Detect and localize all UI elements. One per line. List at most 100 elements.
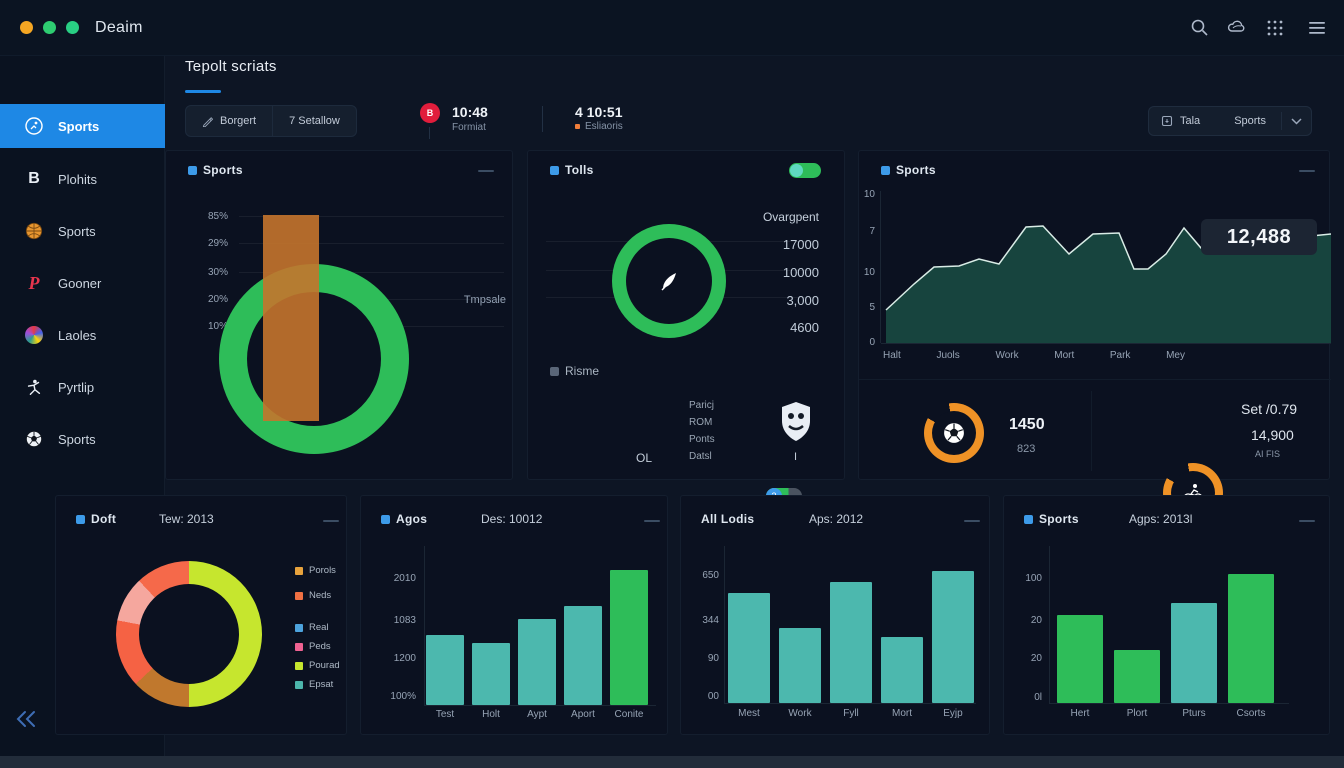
y-tick: 29%	[207, 238, 228, 249]
setallow-label: 7 Setallow	[289, 115, 340, 127]
stat-1-time: 10:48	[452, 104, 488, 120]
tolls-toggle[interactable]	[789, 163, 821, 178]
notification-badge[interactable]: B	[420, 103, 440, 123]
sidebar-item-sports-active[interactable]: Sports	[0, 104, 165, 148]
y-axis-line	[880, 191, 881, 343]
sidebar-item-laoles[interactable]: Laoles	[0, 313, 165, 357]
top-bar: Deaim	[0, 0, 1344, 56]
panel-bullet	[550, 166, 559, 175]
letter-b-icon: B	[28, 170, 40, 187]
panel-bullet	[188, 166, 197, 175]
kpi1-ring	[924, 403, 984, 463]
x-axis-labels: Mest Work Fyll Mort Eyjp	[738, 708, 963, 719]
panel-bullet	[881, 166, 890, 175]
minimize-icon[interactable]	[323, 520, 339, 522]
panel-subtitle: Tew: 2013	[159, 512, 214, 526]
panel-bullet	[76, 515, 85, 524]
tolls-value: 10000	[782, 265, 819, 280]
legend-item: Peds	[295, 641, 331, 652]
toolbar-button-group: Borgert 7 Setallow	[185, 105, 357, 137]
y-tick: 344	[702, 615, 719, 626]
bar-chart	[426, 546, 652, 705]
minimize-icon[interactable]	[644, 520, 660, 522]
bar-chart	[1057, 546, 1281, 703]
y-tick: 85%	[207, 211, 228, 222]
legend-item: Neds	[295, 590, 331, 601]
value-badge: 12,488	[1201, 219, 1317, 255]
cloud-icon[interactable]	[1226, 17, 1248, 39]
legend-item: Porols	[295, 565, 336, 576]
doft-donut-chart	[116, 561, 262, 707]
panel-divider-h	[859, 379, 1331, 380]
sidebar-item-gooner[interactable]: P Gooner	[0, 261, 165, 305]
borgert-label: Borgert	[220, 115, 257, 127]
flag-caption: OL	[636, 451, 653, 465]
team-line: ROM	[689, 417, 713, 428]
selector-source: Tala	[1180, 115, 1201, 127]
panel-subtitle: Des: 10012	[481, 512, 543, 526]
bottom-strip	[0, 756, 1344, 768]
panel-bullet	[1024, 515, 1033, 524]
x-axis-labels: Hert Plort Pturs Csorts	[1070, 708, 1266, 719]
panel-tolls: Tolls Ovargpent 17000 10000 3,000 4600 R…	[527, 150, 845, 575]
y-tick: 5	[869, 302, 875, 313]
y-axis-line	[1049, 546, 1050, 703]
minimize-icon[interactable]	[964, 520, 980, 522]
minimize-icon[interactable]	[1299, 520, 1315, 522]
window-close-dot[interactable]	[66, 21, 79, 34]
panel-doft: Doft Tew: 2013 Porols Neds Real Peds Pou…	[55, 495, 347, 735]
sidebar-item-sports-2[interactable]: Sports	[0, 209, 165, 253]
minimize-icon[interactable]	[1299, 170, 1315, 172]
runner-circle-icon	[24, 116, 44, 136]
sidebar-item-pyrtlip[interactable]: Pyrtlip	[0, 365, 165, 409]
setallow-button[interactable]: 7 Setallow	[272, 106, 356, 136]
selector-value: Sports	[1234, 115, 1266, 127]
y-tick: 10	[863, 189, 875, 200]
sidebar-item-label: Sports	[58, 431, 96, 447]
gridline	[239, 243, 504, 244]
y-tick: 00	[707, 691, 719, 702]
panel-subtitle: Agps: 2013l	[1129, 512, 1193, 526]
y-tick: 1083	[393, 615, 416, 626]
y-tick: 0	[869, 337, 875, 348]
kpi2-line1: Set /0.79	[1241, 401, 1298, 417]
minimize-icon[interactable]	[478, 170, 494, 172]
search-icon[interactable]	[1189, 17, 1211, 39]
kpi2-line3: AI FIS	[1255, 449, 1281, 459]
sidebar-item-label: Laoles	[58, 327, 97, 343]
panel-sports-bars: Sports Agps: 2013l 100 20 20 0l Hert Plor…	[1003, 495, 1330, 735]
collapse-sidebar-icon[interactable]	[14, 708, 38, 730]
gridline	[239, 216, 504, 217]
title-underline	[185, 90, 221, 93]
scope-selector[interactable]: Tala Sports	[1148, 106, 1312, 136]
sidebar-item-sports-3[interactable]: Sports	[0, 417, 165, 461]
y-tick: 650	[702, 570, 719, 581]
team-line: Ponts	[689, 434, 715, 445]
tolls-value: 4600	[790, 320, 819, 335]
y-tick: 1200	[393, 653, 416, 664]
menu-icon[interactable]	[1306, 17, 1328, 39]
x-axis-line	[1049, 703, 1289, 704]
rocket-icon	[661, 273, 676, 291]
risme-bullet	[550, 367, 559, 376]
y-tick: 10	[863, 267, 875, 278]
sidebar-item-plohits[interactable]: B Plohits	[0, 157, 165, 201]
cyclist-icon	[1183, 484, 1203, 503]
gridline	[239, 272, 504, 273]
legend-item: Real	[295, 622, 329, 633]
soccer-ball-icon	[24, 429, 44, 449]
soccer-ball-icon	[944, 423, 964, 443]
apps-grid-icon[interactable]	[1264, 17, 1286, 39]
window-minimize-dot[interactable]	[20, 21, 33, 34]
risme-label: Risme	[565, 364, 600, 378]
borgert-button[interactable]: Borgert	[186, 106, 272, 136]
color-globe-icon	[24, 325, 44, 345]
y-tick: 10%	[207, 321, 228, 332]
team-line: Datsl	[689, 451, 712, 462]
stats-divider	[542, 106, 543, 132]
panel-title: Sports	[203, 163, 243, 177]
y-tick: 100	[1025, 573, 1042, 584]
window-maximize-dot[interactable]	[43, 21, 56, 34]
y-tick: 20%	[207, 294, 228, 305]
